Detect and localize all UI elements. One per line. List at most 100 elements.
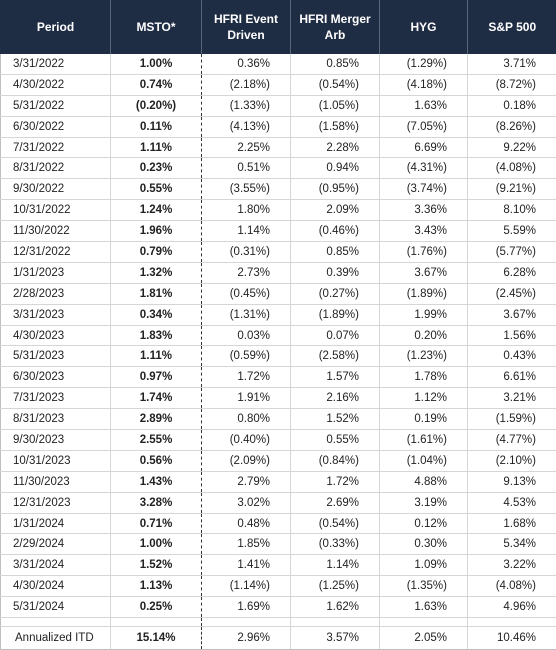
hfri-event-driven-cell: 2.25% bbox=[202, 137, 291, 158]
hyg-cell: (1.76%) bbox=[380, 242, 468, 263]
msto-cell: 1.00% bbox=[111, 54, 202, 74]
sp500-cell: 1.56% bbox=[468, 325, 556, 346]
period-cell: 9/30/2023 bbox=[1, 430, 111, 451]
sp500-cell: 0.18% bbox=[468, 95, 556, 116]
hyg-cell: 3.43% bbox=[380, 221, 468, 242]
hyg-cell: (7.05%) bbox=[380, 116, 468, 137]
hfri-merger-arb-cell: 1.57% bbox=[291, 367, 380, 388]
hfri-merger-arb-cell: 0.39% bbox=[291, 262, 380, 283]
hfri-event-driven-cell: 3.02% bbox=[202, 492, 291, 513]
sp500-cell: (2.10%) bbox=[468, 450, 556, 471]
sp500-cell: 6.28% bbox=[468, 262, 556, 283]
period-cell: 4/30/2022 bbox=[1, 74, 111, 95]
hfri-event-driven-cell: 1.69% bbox=[202, 597, 291, 618]
hyg-cell: (3.74%) bbox=[380, 179, 468, 200]
hfri-merger-arb-cell: (1.25%) bbox=[291, 576, 380, 597]
msto-cell: 1.74% bbox=[111, 388, 202, 409]
hfri-merger-arb-cell: (0.27%) bbox=[291, 283, 380, 304]
hfri-merger-arb-cell: (0.95%) bbox=[291, 179, 380, 200]
hyg-cell: (1.04%) bbox=[380, 450, 468, 471]
hfri-event-driven-cell: (3.55%) bbox=[202, 179, 291, 200]
sp500-cell: (4.77%) bbox=[468, 430, 556, 451]
hfri-event-driven-cell: (1.14%) bbox=[202, 576, 291, 597]
sp500-cell: 6.61% bbox=[468, 367, 556, 388]
hfri-event-driven-cell: 1.72% bbox=[202, 367, 291, 388]
msto-cell: 1.81% bbox=[111, 283, 202, 304]
sp500-cell: 1.68% bbox=[468, 513, 556, 534]
sp500-cell: 9.13% bbox=[468, 471, 556, 492]
hfri-event-driven-cell: 1.85% bbox=[202, 534, 291, 555]
hfri-merger-arb-cell: (0.33%) bbox=[291, 534, 380, 555]
msto-cell: 0.97% bbox=[111, 367, 202, 388]
hfri-event-driven-cell: 1.91% bbox=[202, 388, 291, 409]
hfri-merger-arb-cell: 0.55% bbox=[291, 430, 380, 451]
msto-cell: 0.79% bbox=[111, 242, 202, 263]
hfri-merger-arb-cell: (1.05%) bbox=[291, 95, 380, 116]
sp500-cell: 10.46% bbox=[468, 627, 556, 650]
hyg-cell: (1.23%) bbox=[380, 346, 468, 367]
hfri-event-driven-cell: 0.80% bbox=[202, 409, 291, 430]
msto-header: MSTO* bbox=[111, 0, 202, 54]
hfri-event-driven-cell: 2.79% bbox=[202, 471, 291, 492]
sp500-cell: 3.67% bbox=[468, 304, 556, 325]
msto-cell: 1.96% bbox=[111, 221, 202, 242]
hfri-event-driven-cell: 1.14% bbox=[202, 221, 291, 242]
period-cell: 9/30/2022 bbox=[1, 179, 111, 200]
hfri-event-driven-cell: 0.36% bbox=[202, 54, 291, 74]
hyg-cell: 3.19% bbox=[380, 492, 468, 513]
hfri-event-driven-cell: (2.09%) bbox=[202, 450, 291, 471]
sp500-cell: 3.22% bbox=[468, 555, 556, 576]
msto-cell: 0.25% bbox=[111, 597, 202, 618]
header-label-line: S&P 500 bbox=[488, 20, 536, 34]
hfri-event-driven-cell: 0.48% bbox=[202, 513, 291, 534]
sp500-cell: 5.34% bbox=[468, 534, 556, 555]
hfri-event-driven-cell: 1.41% bbox=[202, 555, 291, 576]
header-label-line: HYG bbox=[410, 20, 436, 34]
table-row: 5/31/2022(0.20%)(1.33%)(1.05%)1.63%0.18% bbox=[1, 95, 556, 116]
period-cell: 12/31/2023 bbox=[1, 492, 111, 513]
hfri-merger-arb-cell: (1.58%) bbox=[291, 116, 380, 137]
hyg-cell: 6.69% bbox=[380, 137, 468, 158]
hfri-merger-arb-cell: (0.54%) bbox=[291, 513, 380, 534]
period-cell: 11/30/2022 bbox=[1, 221, 111, 242]
msto-cell: 0.55% bbox=[111, 179, 202, 200]
header-label-line: HFRI Event bbox=[214, 12, 278, 26]
sp500-cell: 9.22% bbox=[468, 137, 556, 158]
hfri-event-driven-cell: 2.96% bbox=[202, 627, 291, 650]
hfri-event-driven-cell: 0.51% bbox=[202, 158, 291, 179]
hyg-cell: 1.63% bbox=[380, 597, 468, 618]
period-cell: 6/30/2023 bbox=[1, 367, 111, 388]
period-cell: 1/31/2024 bbox=[1, 513, 111, 534]
hfri-event-driven-cell: (0.31%) bbox=[202, 242, 291, 263]
hfri-merger-arb-cell bbox=[291, 618, 380, 627]
msto-cell: 1.83% bbox=[111, 325, 202, 346]
sp500-cell: (9.21%) bbox=[468, 179, 556, 200]
hfri-merger-arb-cell: 2.28% bbox=[291, 137, 380, 158]
hfri-merger-arb-cell: 0.85% bbox=[291, 54, 380, 74]
period-cell: 8/31/2022 bbox=[1, 158, 111, 179]
sp500-cell: (2.45%) bbox=[468, 283, 556, 304]
period-cell: Annualized ITD bbox=[1, 627, 111, 650]
msto-cell bbox=[111, 618, 202, 627]
hyg-cell: (1.29%) bbox=[380, 54, 468, 74]
sp500-header: S&P 500 bbox=[468, 0, 556, 54]
sp500-cell: 4.96% bbox=[468, 597, 556, 618]
msto-cell: 0.34% bbox=[111, 304, 202, 325]
msto-cell: 1.11% bbox=[111, 346, 202, 367]
